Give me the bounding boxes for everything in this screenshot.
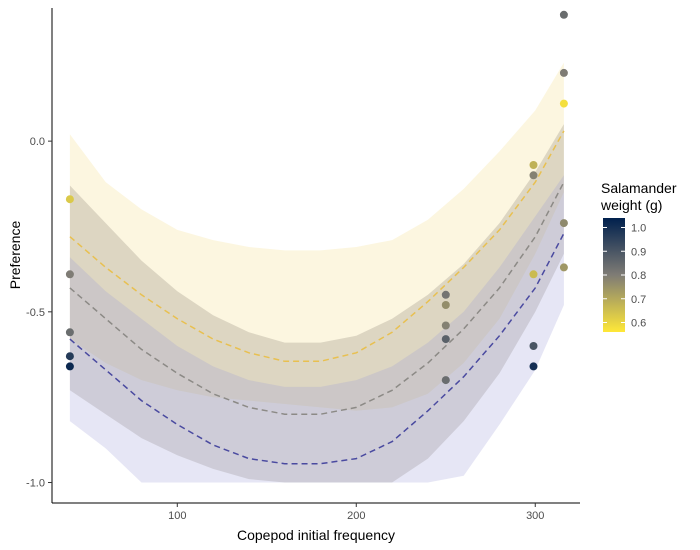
y-axis-title: Preference [7, 221, 23, 290]
data-point-13 [529, 270, 538, 279]
legend: Salamander weight (g) 0.6 0.7 0.8 0.9 1.0 [600, 180, 677, 332]
x-axis-title: Copepod initial frequency [237, 527, 395, 543]
data-point-10 [441, 376, 450, 385]
legend-tick-label: 0.7 [631, 294, 646, 306]
confidence-ribbons [69, 62, 564, 483]
legend-title-line-2: weight (g) [600, 197, 662, 213]
confidence-ribbon-2 [69, 124, 564, 483]
legend-tick-label: 0.8 [631, 270, 646, 282]
confidence-ribbon-3 [69, 175, 564, 483]
data-point-2 [65, 270, 74, 279]
data-point-1 [65, 195, 74, 204]
y-tick-label: -1.0 [26, 478, 45, 490]
legend-tick-label: 0.9 [631, 246, 646, 258]
data-point-16 [559, 10, 568, 19]
legend-tick-label: 1.0 [631, 223, 646, 235]
data-point-6 [441, 290, 450, 299]
data-point-4 [65, 352, 74, 361]
data-point-11 [529, 161, 538, 169]
data-points [65, 10, 568, 385]
legend-title-line-1: Salamander [601, 180, 677, 196]
data-point-8 [441, 321, 450, 330]
x-tick-label: 100 [168, 510, 186, 522]
data-point-9 [441, 335, 450, 344]
data-point-14 [529, 342, 538, 350]
legend-tick-label: 0.6 [631, 318, 646, 330]
data-point-19 [559, 219, 568, 228]
data-point-5 [65, 362, 74, 371]
data-point-12 [529, 171, 538, 180]
confidence-ribbon-1 [69, 62, 564, 411]
legend-ticks: 0.6 0.7 0.8 0.9 1.0 [603, 223, 646, 330]
data-point-15 [529, 362, 538, 371]
y-tick-label: 0.0 [30, 136, 45, 148]
data-point-17 [559, 68, 568, 77]
data-point-3 [65, 328, 74, 337]
data-point-7 [441, 301, 450, 309]
x-ticks: 100 200 300 [168, 503, 544, 522]
legend-colorbar [603, 218, 625, 332]
x-tick-label: 200 [347, 510, 365, 522]
data-point-18 [559, 99, 568, 108]
y-tick-label: -0.5 [26, 307, 45, 319]
axes: 100 200 300 -1.0 -0.5 0.0 [26, 8, 580, 522]
data-point-20 [559, 263, 568, 272]
y-ticks: -1.0 -0.5 0.0 [26, 136, 52, 490]
x-tick-label: 300 [526, 510, 544, 522]
